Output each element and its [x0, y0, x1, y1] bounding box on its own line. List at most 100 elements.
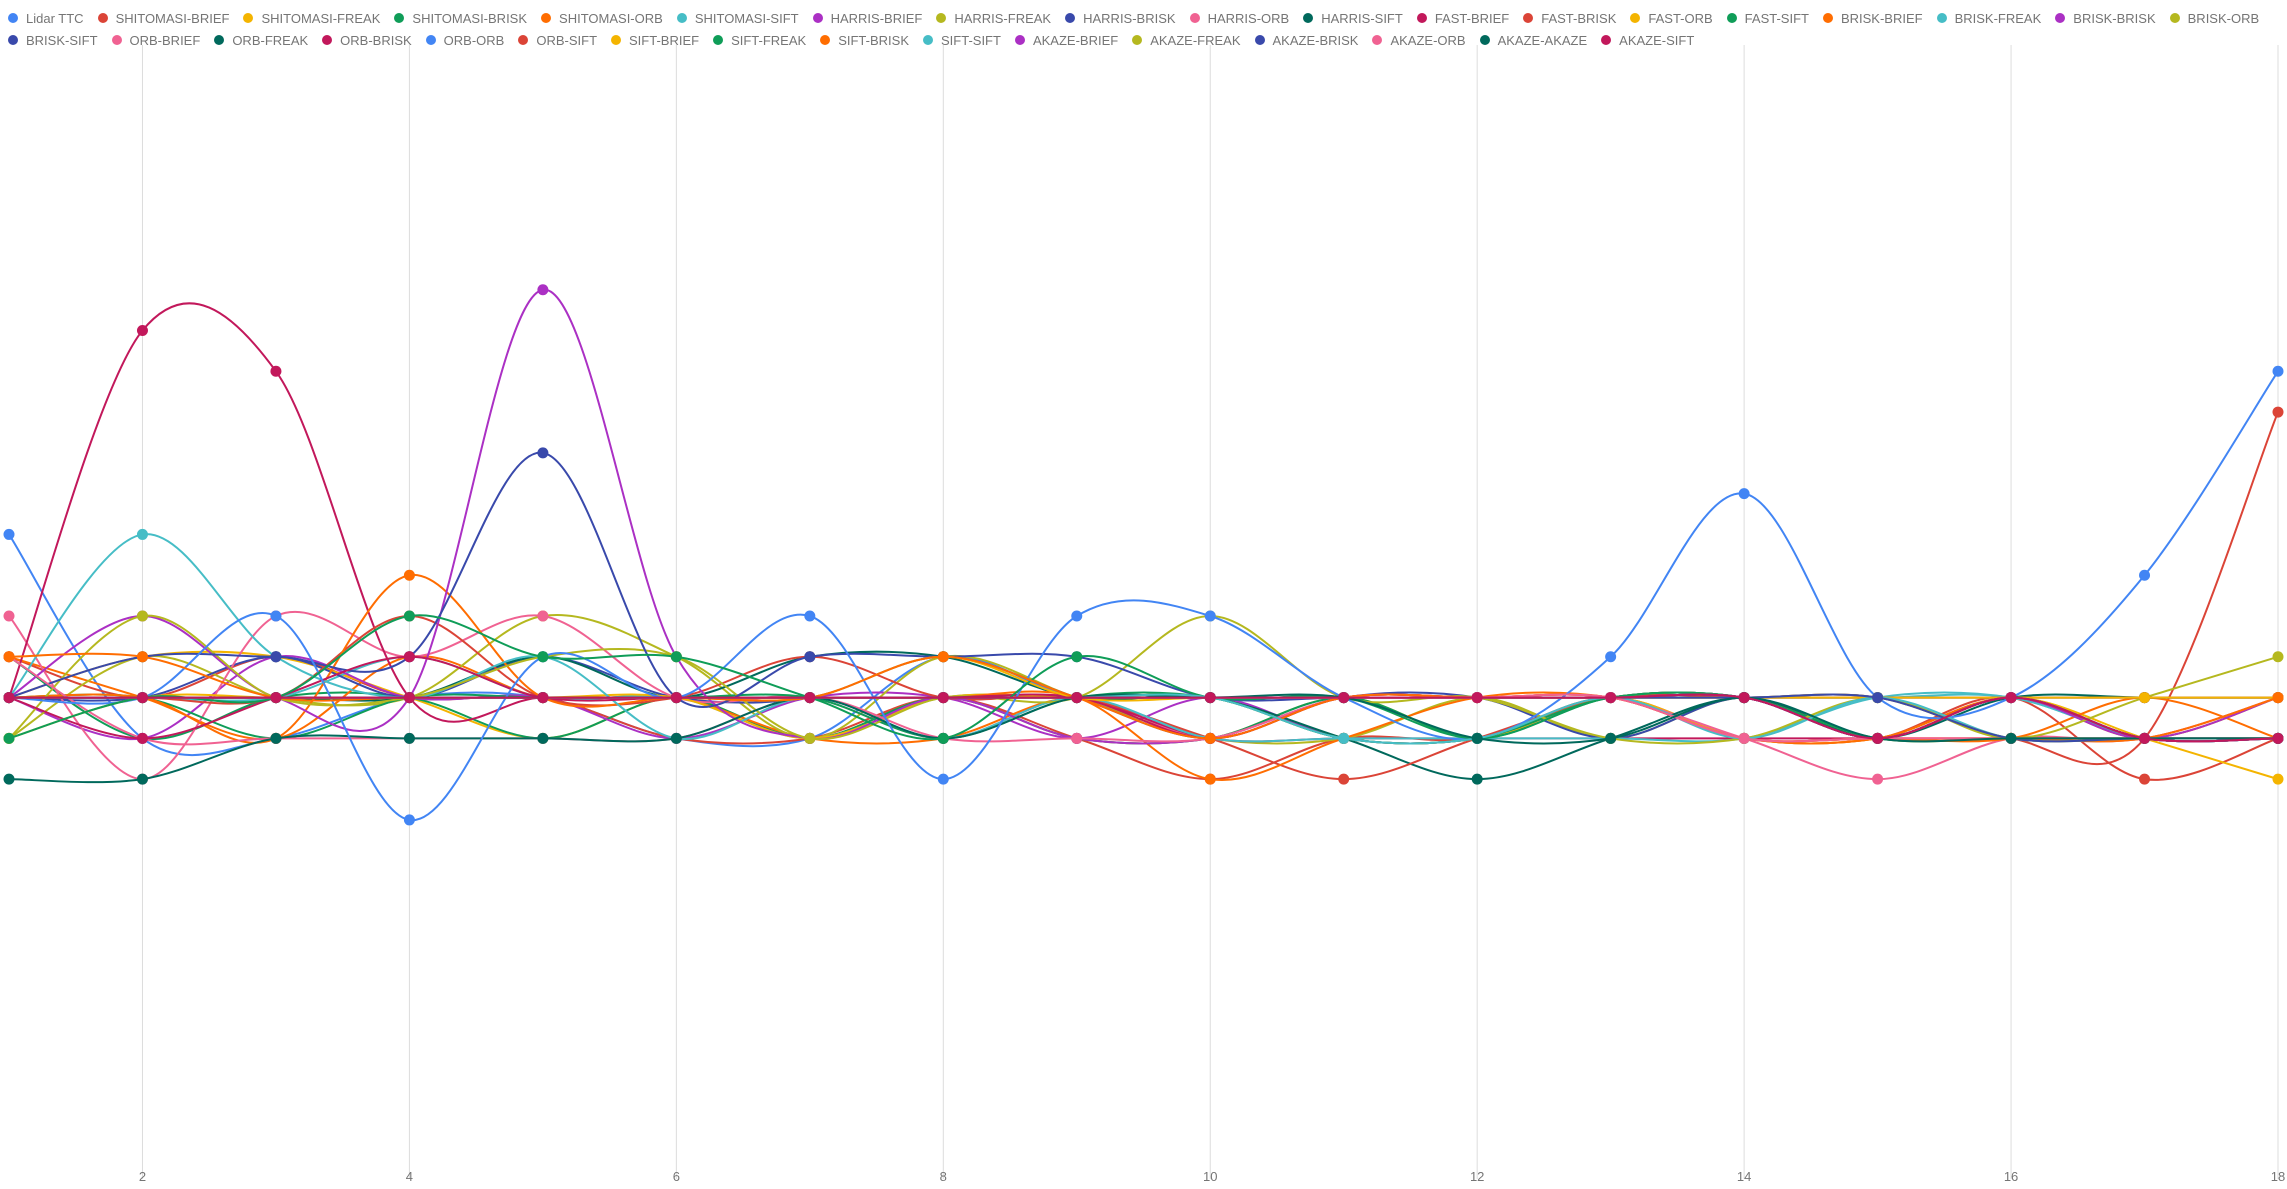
data-point[interactable] [537, 732, 549, 744]
data-point[interactable] [1872, 773, 1884, 785]
data-point[interactable] [1605, 692, 1617, 704]
legend-item[interactable]: BRISK-ORB [2169, 10, 2259, 26]
series-line[interactable] [9, 693, 2279, 743]
legend-item[interactable]: AKAZE-ORB [1372, 32, 1466, 48]
data-point[interactable] [270, 692, 282, 704]
data-point[interactable] [537, 692, 549, 704]
data-point[interactable] [1471, 773, 1483, 785]
data-point[interactable] [937, 692, 949, 704]
data-point[interactable] [537, 447, 549, 459]
data-point[interactable] [136, 773, 148, 785]
data-point[interactable] [403, 610, 415, 622]
data-point[interactable] [537, 651, 549, 663]
legend-item[interactable]: AKAZE-FREAK [1132, 32, 1241, 48]
data-point[interactable] [1605, 732, 1617, 744]
data-point[interactable] [2272, 773, 2284, 785]
legend-item[interactable]: AKAZE-SIFT [1601, 32, 1694, 48]
data-point[interactable] [403, 569, 415, 581]
data-point[interactable] [804, 732, 816, 744]
data-point[interactable] [1204, 610, 1216, 622]
data-point[interactable] [136, 528, 148, 540]
data-point[interactable] [403, 814, 415, 826]
data-point[interactable] [2272, 692, 2284, 704]
data-point[interactable] [937, 773, 949, 785]
data-point[interactable] [1071, 732, 1083, 744]
data-point[interactable] [1738, 692, 1750, 704]
data-point[interactable] [1338, 773, 1350, 785]
legend-item[interactable]: ORB-BRIEF [111, 32, 200, 48]
legend-item[interactable]: BRISK-BRISK [2055, 10, 2156, 26]
data-point[interactable] [1071, 692, 1083, 704]
legend-item[interactable]: FAST-BRISK [1523, 10, 1616, 26]
legend-item[interactable]: SIFT-BRIEF [611, 32, 699, 48]
series-line[interactable] [8, 533, 2279, 743]
legend-item[interactable]: BRISK-FREAK [1936, 10, 2041, 26]
data-point[interactable] [136, 610, 148, 622]
legend-item[interactable]: SIFT-BRISK [820, 32, 909, 48]
data-point[interactable] [1471, 692, 1483, 704]
data-point[interactable] [3, 610, 15, 622]
data-point[interactable] [2139, 692, 2151, 704]
data-point[interactable] [403, 651, 415, 663]
data-point[interactable] [403, 732, 415, 744]
data-point[interactable] [136, 651, 148, 663]
data-point[interactable] [3, 692, 15, 704]
legend-item[interactable]: HARRIS-ORB [1189, 10, 1289, 26]
data-point[interactable] [1605, 651, 1617, 663]
data-point[interactable] [804, 651, 816, 663]
legend-item[interactable]: AKAZE-AKAZE [1479, 32, 1587, 48]
legend-item[interactable]: HARRIS-BRIEF [812, 10, 922, 26]
legend-item[interactable]: SIFT-SIFT [923, 32, 1001, 48]
data-point[interactable] [3, 732, 15, 744]
data-point[interactable] [537, 284, 549, 296]
data-point[interactable] [804, 610, 816, 622]
data-point[interactable] [136, 325, 148, 336]
data-point[interactable] [270, 651, 282, 663]
legend-item[interactable]: AKAZE-BRIEF [1014, 32, 1118, 48]
legend-item[interactable]: SIFT-FREAK [713, 32, 806, 48]
data-point[interactable] [1872, 692, 1884, 704]
legend-item[interactable]: ORB-ORB [425, 32, 504, 48]
data-point[interactable] [2139, 732, 2151, 744]
data-point[interactable] [2272, 406, 2284, 418]
data-point[interactable] [1338, 692, 1350, 704]
legend-item[interactable]: FAST-BRIEF [1416, 10, 1509, 26]
legend-item[interactable]: Lidar TTC [8, 10, 84, 26]
data-point[interactable] [2272, 732, 2284, 744]
data-point[interactable] [1071, 610, 1083, 622]
data-point[interactable] [1872, 732, 1884, 744]
data-point[interactable] [1738, 732, 1750, 744]
data-point[interactable] [270, 365, 282, 377]
data-point[interactable] [3, 651, 15, 663]
legend-item[interactable]: ORB-FREAK [214, 32, 308, 48]
data-point[interactable] [2272, 365, 2284, 377]
data-point[interactable] [136, 732, 148, 744]
legend-item[interactable]: SHITOMASI-FREAK [243, 10, 380, 26]
data-point[interactable] [1204, 732, 1216, 744]
data-point[interactable] [2139, 569, 2151, 581]
data-point[interactable] [2272, 651, 2284, 663]
data-point[interactable] [937, 651, 949, 663]
legend-item[interactable]: SHITOMASI-BRISK [394, 10, 527, 26]
legend-item[interactable]: SHITOMASI-BRIEF [97, 10, 229, 26]
data-point[interactable] [2005, 692, 2017, 704]
data-point[interactable] [1471, 732, 1483, 744]
legend-item[interactable]: ORB-SIFT [518, 32, 597, 48]
legend-item[interactable]: HARRIS-SIFT [1303, 10, 1403, 26]
data-point[interactable] [3, 773, 15, 785]
legend-item[interactable]: FAST-SIFT [1726, 10, 1809, 26]
data-point[interactable] [136, 692, 148, 704]
legend-item[interactable]: BRISK-BRIEF [1822, 10, 1923, 26]
data-point[interactable] [3, 528, 15, 540]
data-point[interactable] [2005, 732, 2017, 744]
legend-item[interactable]: FAST-ORB [1630, 10, 1713, 26]
legend-item[interactable]: HARRIS-BRISK [1065, 10, 1176, 26]
data-point[interactable] [1204, 773, 1216, 785]
data-point[interactable] [937, 732, 949, 744]
legend-item[interactable]: HARRIS-FREAK [936, 10, 1051, 26]
legend-item[interactable]: AKAZE-BRISK [1254, 32, 1358, 48]
data-point[interactable] [670, 692, 682, 704]
data-point[interactable] [1204, 692, 1216, 704]
data-point[interactable] [270, 732, 282, 744]
data-point[interactable] [1338, 732, 1350, 744]
